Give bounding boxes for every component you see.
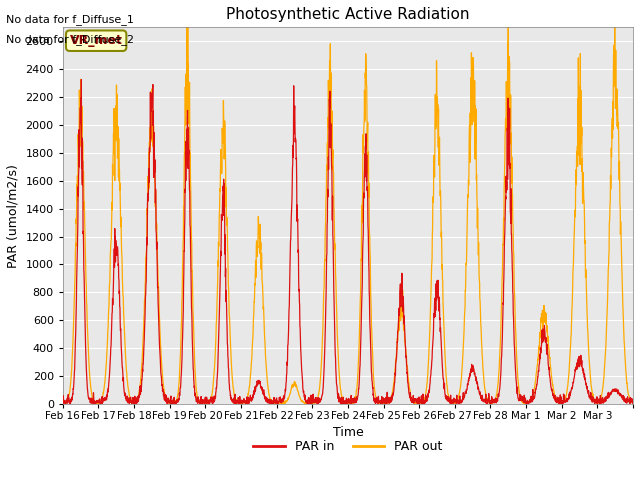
PAR in (116, 304, 124, 310)
Line: PAR out: PAR out (63, 1, 633, 404)
PAR out (629, 400, 637, 406)
X-axis label: Time: Time (333, 426, 364, 440)
Text: No data for f_Diffuse_2: No data for f_Diffuse_2 (6, 34, 134, 45)
Text: VR_met: VR_met (70, 34, 123, 47)
PAR in (629, 400, 637, 406)
PAR in (169, 401, 177, 407)
PAR in (59, 397, 67, 403)
Y-axis label: PAR (umol/m2/s): PAR (umol/m2/s) (7, 164, 20, 267)
Line: PAR in: PAR in (63, 80, 633, 404)
PAR out (59, 401, 67, 407)
Text: No data for f_Diffuse_1: No data for f_Diffuse_1 (6, 14, 134, 25)
PAR out (520, 399, 528, 405)
Legend: PAR in, PAR out: PAR in, PAR out (248, 435, 447, 458)
PAR out (621, 356, 629, 362)
PAR out (304, 401, 312, 407)
PAR out (552, 395, 560, 400)
PAR in (552, 399, 560, 405)
PAR out (383, 399, 390, 405)
PAR in (621, 396, 629, 402)
PAR out (184, 0, 191, 4)
Title: Photosynthetic Active Radiation: Photosynthetic Active Radiation (226, 7, 470, 22)
PAR out (239, 399, 247, 405)
PAR in (520, 400, 528, 406)
PAR in (383, 399, 390, 405)
PAR in (239, 398, 247, 404)
PAR out (116, 187, 124, 193)
PAR in (77, 77, 85, 83)
